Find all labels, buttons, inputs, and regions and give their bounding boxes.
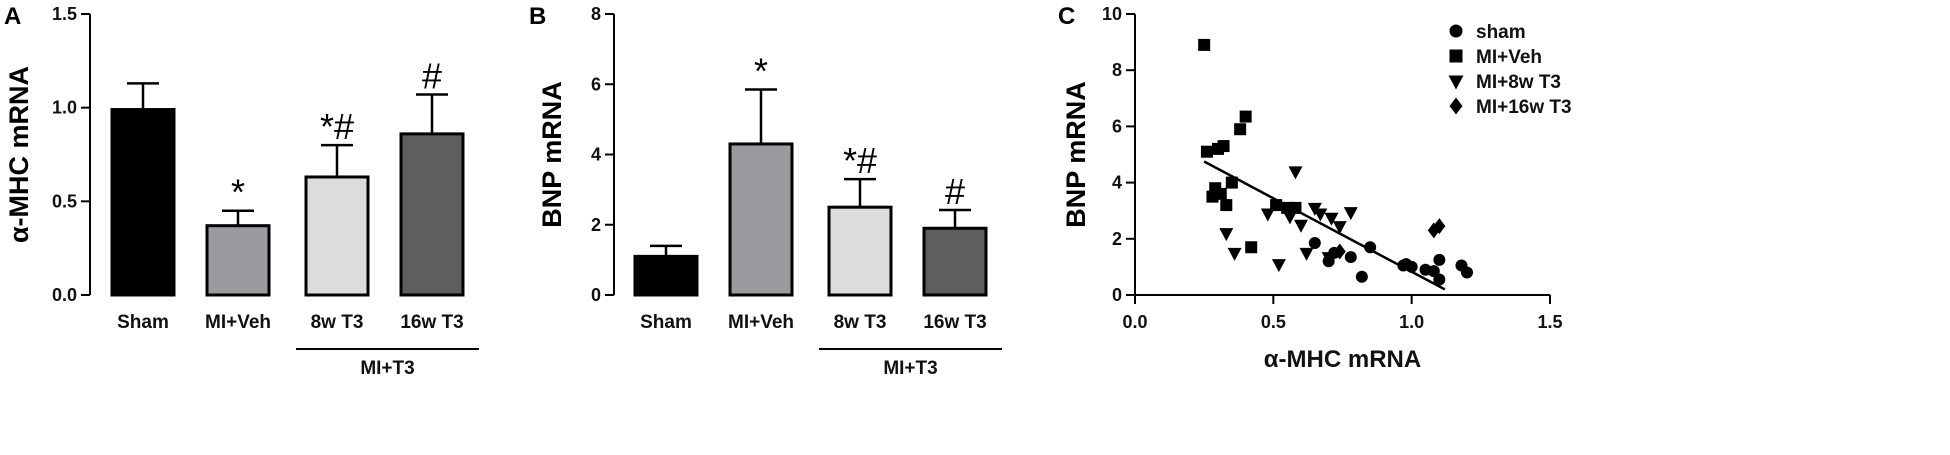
panel-a-bar-chart: A 0.0 0.5 1.0 1.5 α-MHC mRNA Sham * MI+Veh *# 8w T… [4,3,479,379]
y-tick-label: 2 [1112,229,1122,249]
y-tick-label: 4 [591,145,601,165]
x-category-label: 16w T3 [400,312,463,333]
x-category-label: Sham [640,312,692,333]
data-point-triangle [1321,252,1336,266]
group-label: MI+T3 [360,358,414,379]
legend-label: MI+16w T3 [1476,97,1572,118]
panel-b-bar-chart: B 0 2 4 6 8 BNP mRNA Sham * MI+Veh *# 8w T3 #16w T3 M… [529,3,1002,379]
bar [110,108,176,297]
x-tick-label: 1.0 [1399,312,1424,332]
x-tick-label: 0.0 [1122,312,1147,332]
data-point-square [1239,110,1252,123]
y-tick-label: 8 [1112,60,1122,80]
data-point-square [1198,38,1211,51]
significance-marker: *# [843,140,877,181]
data-point-circle [1355,270,1368,283]
bar [827,205,893,297]
x-tick-label: 1.5 [1537,312,1562,332]
significance-marker: * [231,172,245,213]
data-point-circle [1405,260,1418,273]
panel-letter: B [529,3,546,30]
data-point-square [1234,123,1247,136]
data-point-diamond [1433,218,1446,235]
data-point-circle [1308,237,1321,250]
legend-label: MI+Veh [1476,47,1542,68]
group-label: MI+T3 [883,358,937,379]
data-point-square [1289,201,1302,214]
significance-marker: # [945,171,965,212]
data-point-triangle [1282,211,1297,225]
y-tick-label: 0.5 [52,191,77,211]
y-tick-label: 6 [1112,116,1122,136]
significance-marker: *# [320,106,354,147]
data-point-triangle [1324,212,1339,226]
x-category-label: 8w T3 [834,312,887,333]
data-point-circle [1461,266,1473,279]
data-point-diamond [1449,97,1463,115]
y-axis-label: BNP mRNA [1061,81,1091,228]
bar [399,132,465,297]
data-point-triangle [1260,208,1275,222]
bar [922,226,988,297]
data-point-circle [1344,251,1357,264]
data-point-triangle [1313,208,1328,222]
data-point-triangle [1343,207,1358,221]
data-point-square [1449,49,1463,63]
y-tick-label: 8 [591,4,601,24]
data-point-triangle [1227,247,1242,261]
legend-label: MI+8w T3 [1476,72,1561,93]
y-tick-label: 1.0 [52,98,77,118]
data-point-triangle [1448,75,1464,90]
data-point-triangle [1219,228,1234,242]
data-point-triangle [1271,259,1286,273]
panel-letter: A [4,3,21,30]
y-axis-label: BNP mRNA [537,81,567,228]
data-point-triangle [1332,221,1347,235]
x-tick-label: 0.5 [1261,312,1286,332]
y-tick-label: 2 [591,215,601,235]
y-tick-label: 10 [1102,4,1122,24]
x-category-label: 8w T3 [311,312,364,333]
y-tick-label: 6 [591,74,601,94]
y-tick-label: 0.0 [52,285,77,305]
data-point-square [1225,176,1238,189]
bar [205,224,271,297]
y-axis-label: α-MHC mRNA [4,66,34,243]
x-category-label: Sham [117,312,169,333]
significance-marker: * [754,51,768,92]
x-category-label: 16w T3 [923,312,986,333]
data-point-square [1220,199,1233,212]
data-point-square [1217,140,1230,153]
y-tick-label: 1.5 [52,4,77,24]
panel-c-scatter-plot: C 0 2 4 6 8 10 0.0 0.5 1.0 1.5 α-MHC mRNA BNP mRNA sh… [1058,3,1572,373]
data-point-diamond [1333,243,1346,260]
data-point-square [1245,241,1258,254]
significance-marker: # [422,56,442,97]
y-tick-label: 0 [591,285,601,305]
x-category-label: MI+Veh [205,312,271,333]
data-point-triangle [1288,166,1303,180]
bar [304,175,370,297]
x-axis-label: α-MHC mRNA [1264,346,1421,373]
x-category-label: MI+Veh [728,312,794,333]
data-point-circle [1364,241,1377,254]
panel-letter: C [1058,3,1075,30]
data-point-circle [1449,24,1463,38]
y-tick-label: 0 [1112,285,1122,305]
data-point-square [1200,145,1213,158]
data-point-triangle [1294,219,1308,233]
y-tick-label: 4 [1112,173,1122,193]
data-point-square [1214,187,1227,200]
bar [633,254,699,297]
data-point-circle [1433,253,1446,266]
data-point-square [1270,199,1283,212]
bar [728,142,794,297]
data-point-triangle [1299,247,1314,261]
legend-label: sham [1476,22,1526,43]
data-point-circle [1433,273,1446,286]
